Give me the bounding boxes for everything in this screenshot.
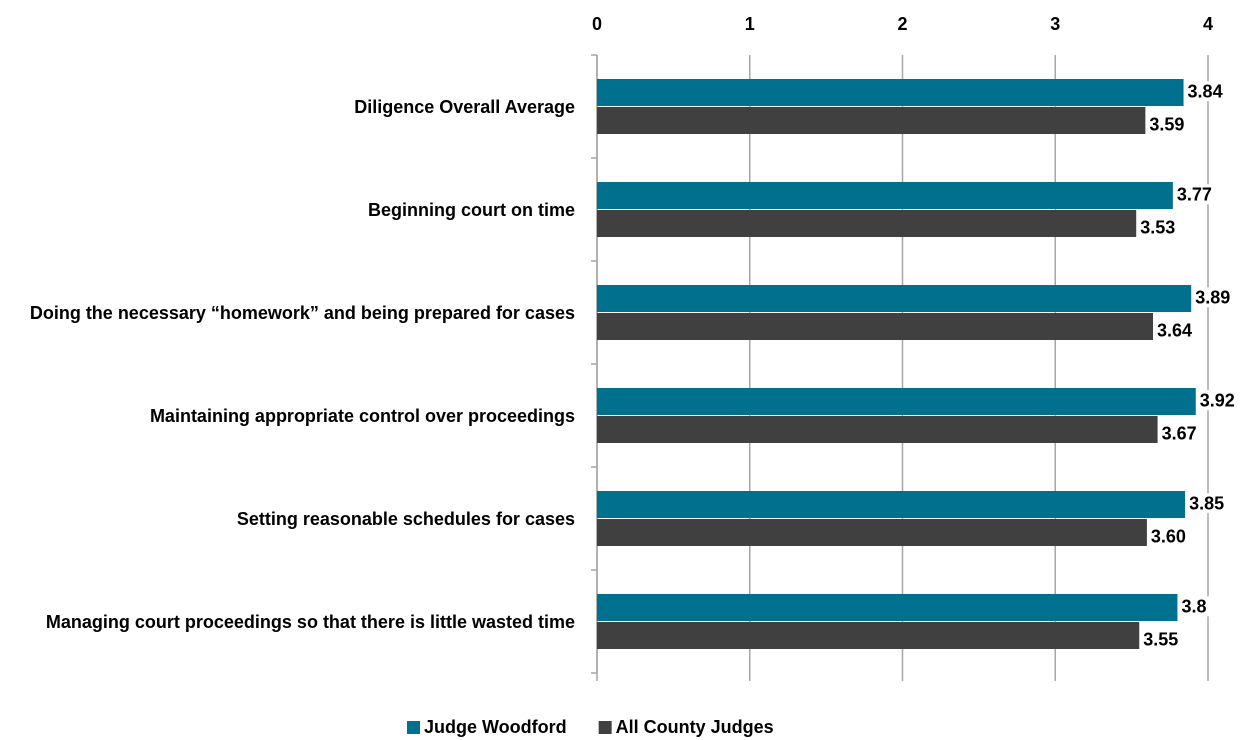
y-tick-label: Doing the necessary “homework” and being… <box>29 302 575 323</box>
y-tick-label: Managing court proceedings so that there… <box>45 611 575 632</box>
data-label-bg <box>1154 320 1196 341</box>
data-label: 3.55 <box>1143 629 1178 649</box>
data-label-bg <box>1158 423 1200 444</box>
data-label: 3.84 <box>1188 81 1223 101</box>
data-label: 3.89 <box>1195 287 1230 307</box>
bar <box>597 285 1192 312</box>
bar <box>597 622 1140 649</box>
data-label: 3.53 <box>1140 217 1175 237</box>
data-label: 3.67 <box>1162 423 1197 443</box>
bar <box>597 388 1196 415</box>
y-tick-label: Setting reasonable schedules for cases <box>236 508 575 529</box>
data-label: 3.77 <box>1177 184 1212 204</box>
bar <box>597 313 1154 340</box>
data-label-bg <box>1137 217 1179 238</box>
bar <box>597 519 1147 546</box>
data-label: 3.85 <box>1189 493 1224 513</box>
bar <box>597 491 1186 518</box>
data-label-bg <box>1192 287 1234 308</box>
bar <box>597 107 1146 134</box>
data-label-bg <box>1178 596 1210 617</box>
data-label: 3.92 <box>1200 390 1235 410</box>
legend-label: Judge Woodford <box>424 717 567 737</box>
y-tick-label: Diligence Overall Average <box>354 96 575 117</box>
x-tick-label: 1 <box>745 14 755 34</box>
data-label: 3.8 <box>1181 596 1206 616</box>
data-label-bg <box>1173 184 1215 205</box>
data-label-bg <box>1140 629 1182 650</box>
bar <box>597 594 1178 621</box>
y-tick-label: Beginning court on time <box>368 199 575 220</box>
data-label-bg <box>1184 81 1226 102</box>
data-label-bg <box>1186 493 1228 514</box>
x-tick-label: 0 <box>592 14 602 34</box>
bar <box>597 210 1137 237</box>
bar <box>597 79 1184 106</box>
data-label: 3.64 <box>1157 320 1192 340</box>
bar <box>597 416 1158 443</box>
x-tick-label: 3 <box>1050 14 1060 34</box>
data-label-bg <box>1146 114 1188 135</box>
bar <box>597 182 1173 209</box>
x-tick-label: 4 <box>1203 14 1213 34</box>
y-tick-label: Maintaining appropriate control over pro… <box>149 405 575 426</box>
data-label-bg <box>1147 526 1189 547</box>
data-label-bg <box>1196 390 1238 411</box>
data-label: 3.60 <box>1151 526 1186 546</box>
legend-label: All County Judges <box>616 717 774 737</box>
x-tick-label: 2 <box>897 14 907 34</box>
legend-swatch <box>598 721 612 734</box>
legend-swatch <box>407 721 420 734</box>
data-label: 3.59 <box>1149 114 1184 134</box>
